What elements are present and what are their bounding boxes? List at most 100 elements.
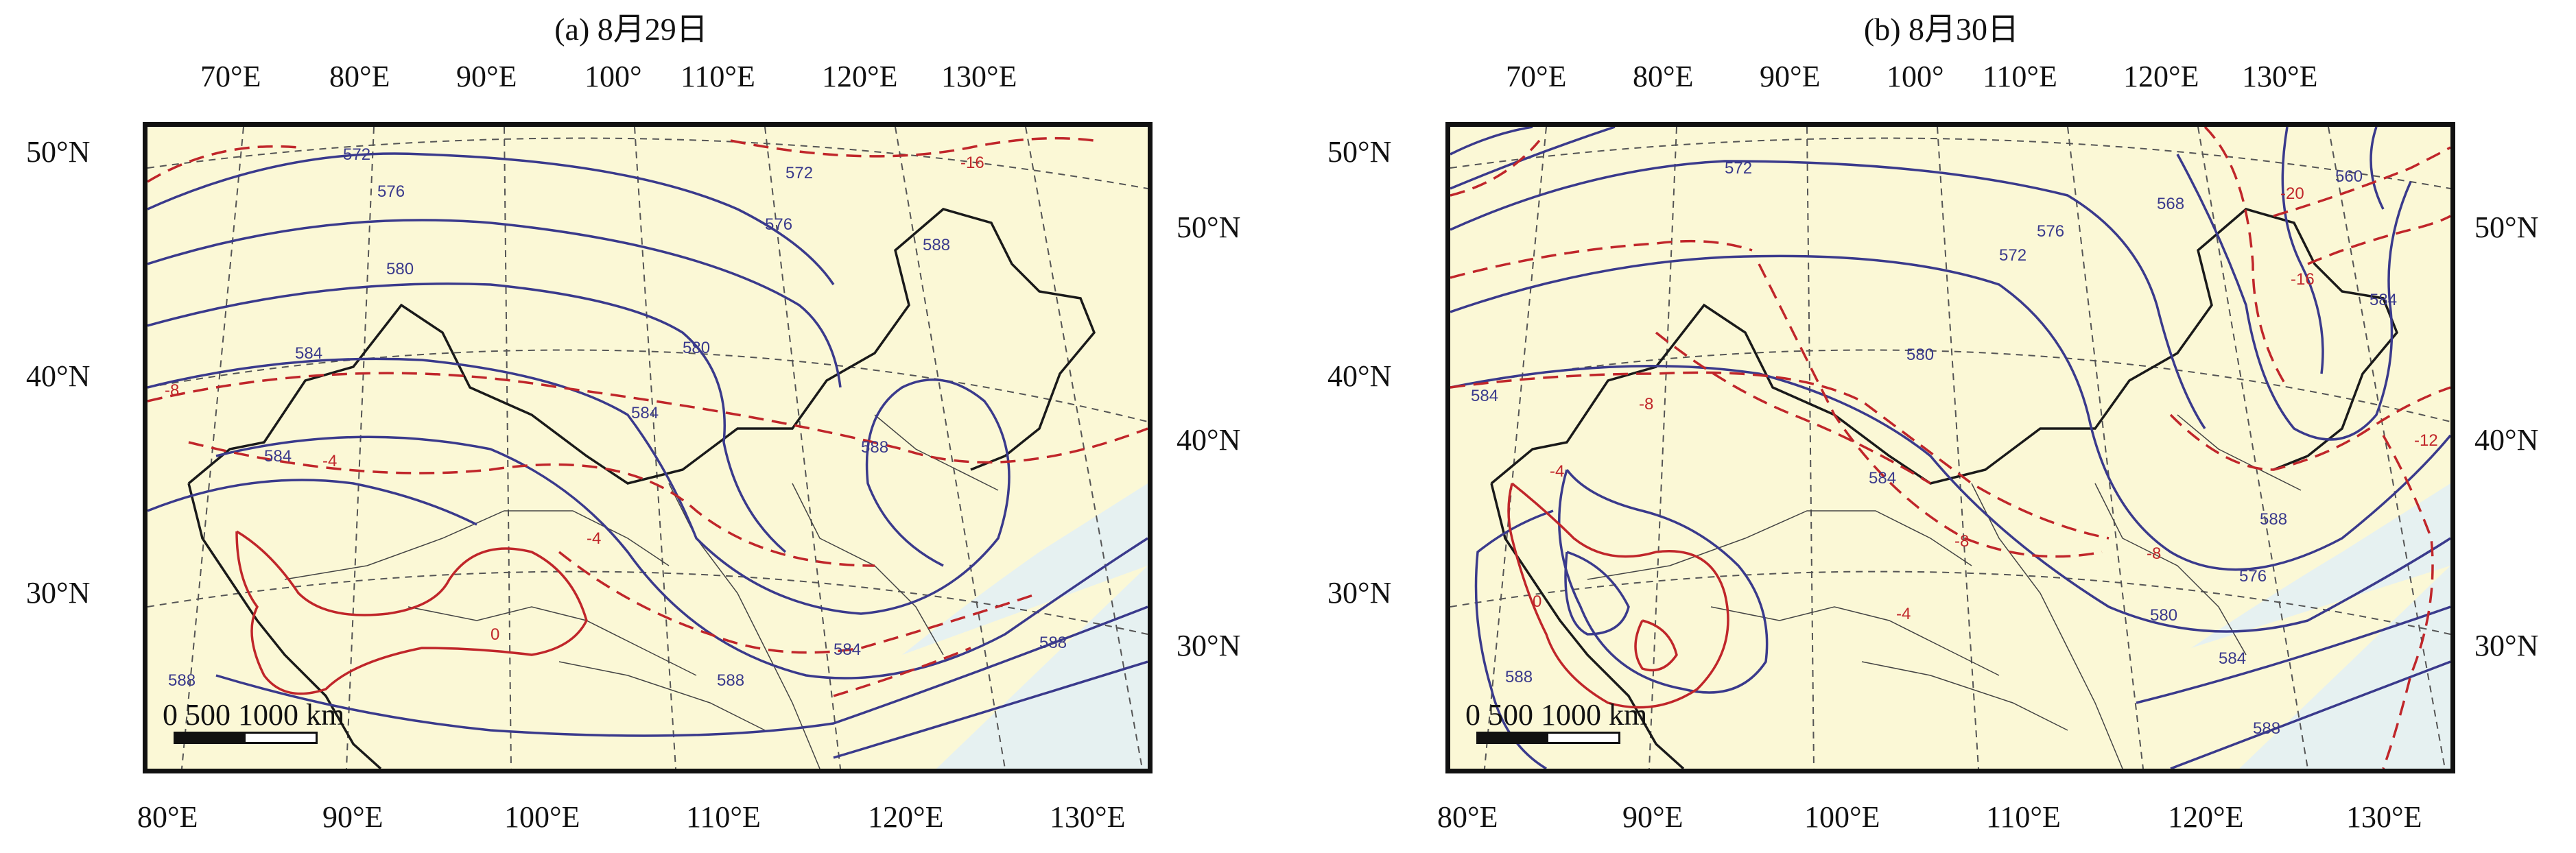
panel-b-top-lon-tick: 70°E xyxy=(1506,60,1567,93)
height-contour-label: 584 xyxy=(2370,291,2397,309)
panel-b-title: (b) 8月30日 xyxy=(1863,12,2020,47)
height-contour-label: 588 xyxy=(2253,719,2280,738)
panel-b-map-svg: 572 580 576 572 568 560 584 584 588 576 … xyxy=(1450,127,2450,769)
height-contour-label: 568 xyxy=(2157,195,2184,213)
temperature-contour-label: -4 xyxy=(1896,605,1911,623)
height-contour-label: 584 xyxy=(834,640,861,659)
graticule xyxy=(147,127,1148,769)
scale-bar xyxy=(174,732,318,744)
panel-a-bottom-lon-tick: 100°E xyxy=(504,800,580,834)
scale-bar xyxy=(1476,732,1620,744)
height-contour-label: 584 xyxy=(1471,387,1498,405)
scale-bar-labels: 0 500 1000 km xyxy=(1465,698,1648,732)
sea-area xyxy=(902,483,1148,655)
panel-a-top-lon-tick: 120°E xyxy=(822,60,898,93)
height-contour-label: 580 xyxy=(2150,606,2177,625)
panel-a-bottom-lon-tick: 110°E xyxy=(686,800,761,834)
panel-a-top-lon-tick: 100° xyxy=(584,60,642,93)
height-contour-label: 584 xyxy=(631,404,659,422)
panel-b-bottom-lon-tick: 130°E xyxy=(2346,800,2422,834)
province-border xyxy=(1587,414,2302,769)
panel-a-right-lat-tick: 30°N xyxy=(1177,629,1241,662)
height-contour-label: 572 xyxy=(343,145,370,164)
temperature-contour-label: -12 xyxy=(2414,431,2438,450)
height-contour-label: 584 xyxy=(2219,649,2246,668)
panel-b-left-lat-tick: 30°N xyxy=(1327,576,1392,610)
panel-a-map-svg: 572 576 580 584 584 588 580 584 588 588 … xyxy=(147,127,1148,769)
panel-a-left-lat-tick: 50°N xyxy=(26,135,91,169)
height-contour-label: 560 xyxy=(2335,167,2363,186)
panel-b-right-lat-tick: 50°N xyxy=(2474,211,2539,244)
height-contour-label: 584 xyxy=(264,447,292,466)
scale-bar-labels: 0 500 1000 km xyxy=(163,698,345,732)
height-contour-label: 580 xyxy=(683,339,710,357)
height-contour-label: 576 xyxy=(2239,567,2267,586)
panel-a-left-lat-tick: 30°N xyxy=(26,576,91,610)
temperature-contour-label: 0 xyxy=(491,625,499,644)
panel-a-top-lon-tick: 70°E xyxy=(200,60,261,93)
panel-a-bottom-lon-tick: 80°E xyxy=(137,800,198,834)
temperature-contour-label: -8 xyxy=(165,381,179,400)
temperature-contour-label: 0 xyxy=(1533,592,1541,611)
height-contour-label: 584 xyxy=(295,344,322,363)
panel-a-title: (a) 8月29日 xyxy=(554,12,708,47)
panel-b-top-lon-tick: 80°E xyxy=(1633,60,1694,93)
temperature-contour-label: -16 xyxy=(960,154,984,172)
sea-area xyxy=(936,566,1148,769)
height-contour-label: 588 xyxy=(168,671,196,690)
panel-a-bottom-lon-tick: 90°E xyxy=(322,800,383,834)
panel-a-bottom-lon-tick: 130°E xyxy=(1050,800,1126,834)
temperature-zero-contour xyxy=(235,530,588,695)
height-contour-label: 572 xyxy=(785,164,813,182)
sea-area xyxy=(2239,566,2450,769)
height-contour-label: 580 xyxy=(386,260,414,278)
height-contour-label: 588 xyxy=(2260,510,2287,529)
temperature-zero-contour xyxy=(1507,482,1729,709)
temperature-contour-label: -4 xyxy=(322,452,337,470)
temperature-contour-label: -4 xyxy=(1550,462,1564,481)
panel-b-right-lat-tick: 30°N xyxy=(2474,629,2539,662)
panel-b-top-lon-tick: 120°E xyxy=(2123,60,2199,93)
panel-a-top-lon-tick: 110°E xyxy=(681,60,755,93)
height-contour-label: 588 xyxy=(923,236,950,254)
height-contour-label: 572 xyxy=(1725,159,1752,178)
temperature-contour-label: -20 xyxy=(2280,184,2304,203)
panel-b-top-lon-tick: 90°E xyxy=(1760,60,1821,93)
panel-b-map: 572 580 576 572 568 560 584 584 588 576 … xyxy=(1445,122,2455,773)
temperature-contour-label: -8 xyxy=(1954,532,1969,551)
panel-a-bottom-lon-tick: 120°E xyxy=(868,800,944,834)
temperature-contour-label: -8 xyxy=(1639,395,1653,413)
temperature-contour-label: -8 xyxy=(2147,544,2161,563)
height-contour-label: 572 xyxy=(1999,246,2026,265)
panel-a-left-lat-tick: 40°N xyxy=(26,359,91,393)
height-contours xyxy=(147,152,1148,759)
height-contour-label: 576 xyxy=(377,182,405,201)
panel-b-top-lon-tick: 130°E xyxy=(2242,60,2318,93)
panel-b-left-lat-tick: 40°N xyxy=(1327,359,1392,393)
panel-a-top-lon-tick: 130°E xyxy=(941,60,1017,93)
panel-b-bottom-lon-tick: 80°E xyxy=(1437,800,1498,834)
temperature-contour-label: -4 xyxy=(587,529,601,548)
temperature-contours xyxy=(1450,127,2450,769)
panel-b-bottom-lon-tick: 120°E xyxy=(2168,800,2244,834)
panel-a-map: 572 576 580 584 584 588 580 584 588 588 … xyxy=(143,122,1153,773)
country-border xyxy=(1490,208,2399,769)
height-contour-label: 576 xyxy=(765,215,792,234)
panel-a-top-lon-tick: 90°E xyxy=(456,60,517,93)
panel-b-left-lat-tick: 50°N xyxy=(1327,135,1392,169)
panel-b-right-lat-tick: 40°N xyxy=(2474,423,2539,457)
height-contour-label: 584 xyxy=(1869,469,1896,488)
temperature-contours xyxy=(147,136,1148,697)
height-contour-label: 588 xyxy=(861,438,888,457)
height-contour-label: 580 xyxy=(1906,346,1934,364)
province-border xyxy=(284,414,999,769)
height-contour-label: 588 xyxy=(1505,668,1533,686)
panel-b-bottom-lon-tick: 110°E xyxy=(1986,800,2061,834)
graticule xyxy=(1450,127,2450,769)
height-contours xyxy=(1450,127,2450,769)
panel-b-bottom-lon-tick: 90°E xyxy=(1622,800,1683,834)
panel-a-right-lat-tick: 40°N xyxy=(1177,423,1241,457)
sea-area xyxy=(2191,483,2450,648)
panel-b-top-lon-tick: 100° xyxy=(1887,60,1944,93)
temperature-contour-label: -16 xyxy=(2291,270,2315,289)
